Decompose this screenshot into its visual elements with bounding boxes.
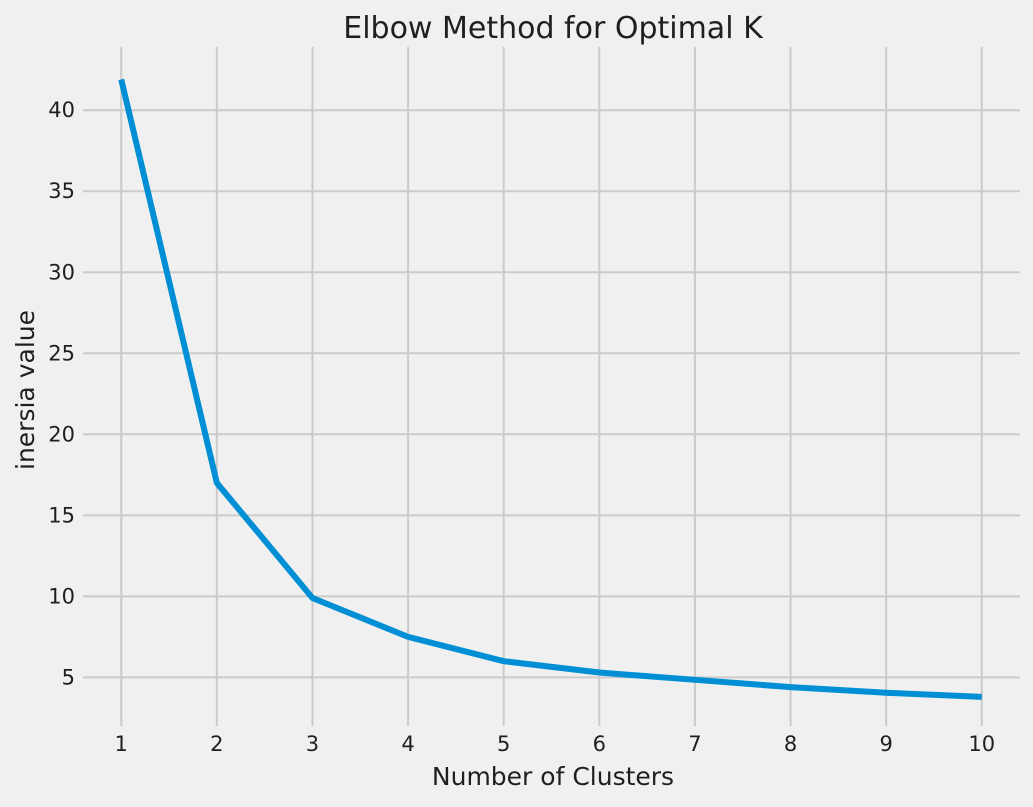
- series-layer: [121, 79, 982, 697]
- x-tick-label: 8: [784, 732, 797, 756]
- x-tick-label: 2: [210, 732, 223, 756]
- y-tick-label: 5: [62, 665, 75, 689]
- y-tick-label: 30: [48, 260, 75, 284]
- y-tick-label: 15: [48, 503, 75, 527]
- y-tick-label: 40: [48, 98, 75, 122]
- chart-title: Elbow Method for Optimal K: [343, 11, 764, 46]
- x-tick-label: 7: [688, 732, 701, 756]
- x-axis-label: Number of Clusters: [432, 762, 674, 791]
- tick-labels: 1 2 3 4 5 6 7 8 9 10 5 10 15 20 25 30 35 40: [48, 98, 995, 756]
- x-tick-label: 4: [401, 732, 414, 756]
- x-tick-label: 5: [497, 732, 510, 756]
- x-tick-label: 1: [115, 732, 128, 756]
- x-tick-label: 3: [306, 732, 319, 756]
- y-tick-label: 35: [48, 179, 75, 203]
- y-tick-label: 10: [48, 584, 75, 608]
- x-tick-label: 9: [879, 732, 892, 756]
- inertia-series-line: [121, 79, 982, 696]
- x-tick-label: 6: [593, 732, 606, 756]
- y-tick-label: 20: [48, 422, 75, 446]
- y-axis-label: inersia value: [11, 310, 40, 470]
- grid-layer: [83, 47, 1020, 726]
- y-tick-label: 25: [48, 341, 75, 365]
- x-tick-label: 10: [968, 732, 995, 756]
